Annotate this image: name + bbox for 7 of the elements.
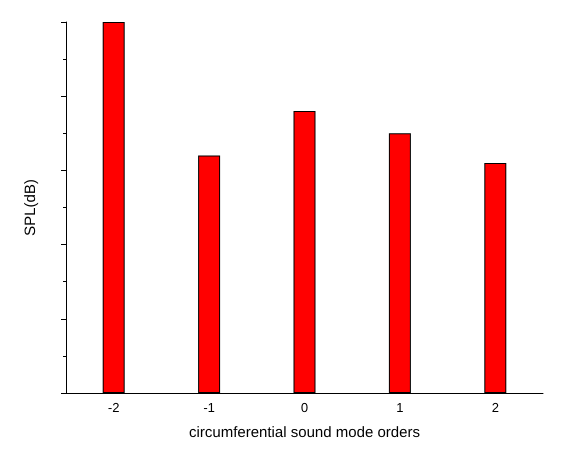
x-tick-label: -2	[108, 400, 120, 415]
x-tick-label: 2	[492, 400, 499, 415]
x-tick-label: -1	[203, 400, 215, 415]
x-axis-title: circumferential sound mode orders	[189, 424, 420, 441]
x-tick-label: 1	[396, 400, 404, 415]
x-tick-label: 0	[300, 400, 308, 415]
y-axis-title: SPL(dB)	[22, 179, 39, 236]
